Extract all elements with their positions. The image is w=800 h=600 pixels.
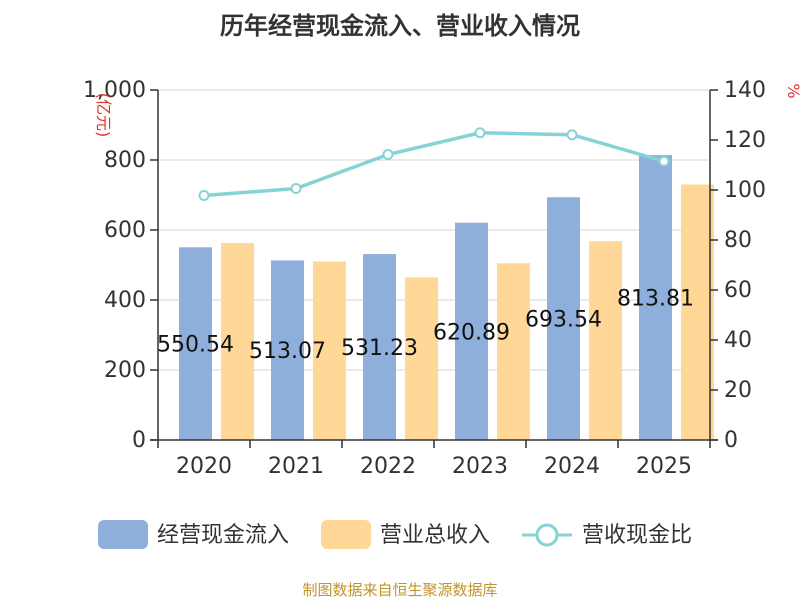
y-right-tick-label: 120 [724,128,766,153]
ratio-point [474,127,486,139]
y-right-tick-label: 60 [724,278,752,303]
legend-swatch-cash-inflow [98,520,148,549]
legend-label-ratio: 营收现金比 [582,523,692,548]
bar [405,277,438,440]
legend-label-cash-inflow: 经营现金流入 [157,523,289,548]
x-tick-label: 2025 [636,454,692,479]
ratio-point [198,190,210,201]
bar [455,222,488,440]
ratio-point [658,155,670,167]
legend-label-revenue: 营业总收入 [380,523,490,548]
data-labels: 550.54 513.07 531.23 620.89 693.54 813.81 [157,287,694,365]
bar [271,260,304,440]
y-right-tick-label: 0 [724,428,738,453]
x-tick-label: 2020 [176,454,232,479]
y-left-tick-label: 400 [104,288,146,313]
ratio-line [203,130,665,198]
bar-data-label: 531.23 [341,336,418,361]
x-tick-label: 2023 [452,454,508,479]
bar-data-label: 693.54 [525,308,602,333]
y-right-tick-label: 80 [724,228,752,253]
legend-marker-ratio [535,523,559,547]
x-tick-label: 2022 [360,454,416,479]
bar [179,247,212,440]
ratio-point [290,183,302,194]
bar [313,261,346,440]
bar [639,155,672,440]
y-left-tick-label: 600 [104,218,146,243]
bar [363,254,396,440]
bar-data-label: 513.07 [249,339,326,364]
bar-data-label: 813.81 [617,287,694,312]
x-tick-label: 2021 [268,454,324,479]
x-tick-label: 2024 [544,454,600,479]
bar-data-label: 620.89 [433,320,510,345]
bar [547,197,580,440]
bar [589,241,622,440]
y-right-tick-label: 20 [724,378,752,403]
legend-swatch-revenue [321,520,371,549]
bar [221,242,254,440]
y-left-tick-label: 200 [104,358,146,383]
ratio-point [382,149,394,160]
ratio-point [566,129,578,141]
axes: 0 200 400 600 800 1,000 0 20 40 60 80 100 120 140 2020… [83,78,766,479]
bars [179,155,714,440]
bar [497,263,530,440]
y-left-tick-label: 1,000 [83,78,146,103]
footer-source: 制图数据来自恒生聚源数据库 [302,581,497,599]
line-series [198,127,670,201]
y-left-tick-label: 800 [104,148,146,173]
chart-title: 历年经营现金流入、营业收入情况 [220,12,580,40]
legend: 经营现金流入 营业总收入 营收现金比 [98,520,692,549]
bar [681,184,714,440]
y-right-tick-label: 100 [724,178,766,203]
y-left-axis-label: (亿元) [94,93,113,138]
y-right-tick-label: 40 [724,328,752,353]
y-right-axis-label: % [784,83,800,98]
y-left-tick-label: 0 [132,428,146,453]
y-right-tick-label: 140 [724,78,766,103]
bar-data-label: 550.54 [157,333,234,358]
